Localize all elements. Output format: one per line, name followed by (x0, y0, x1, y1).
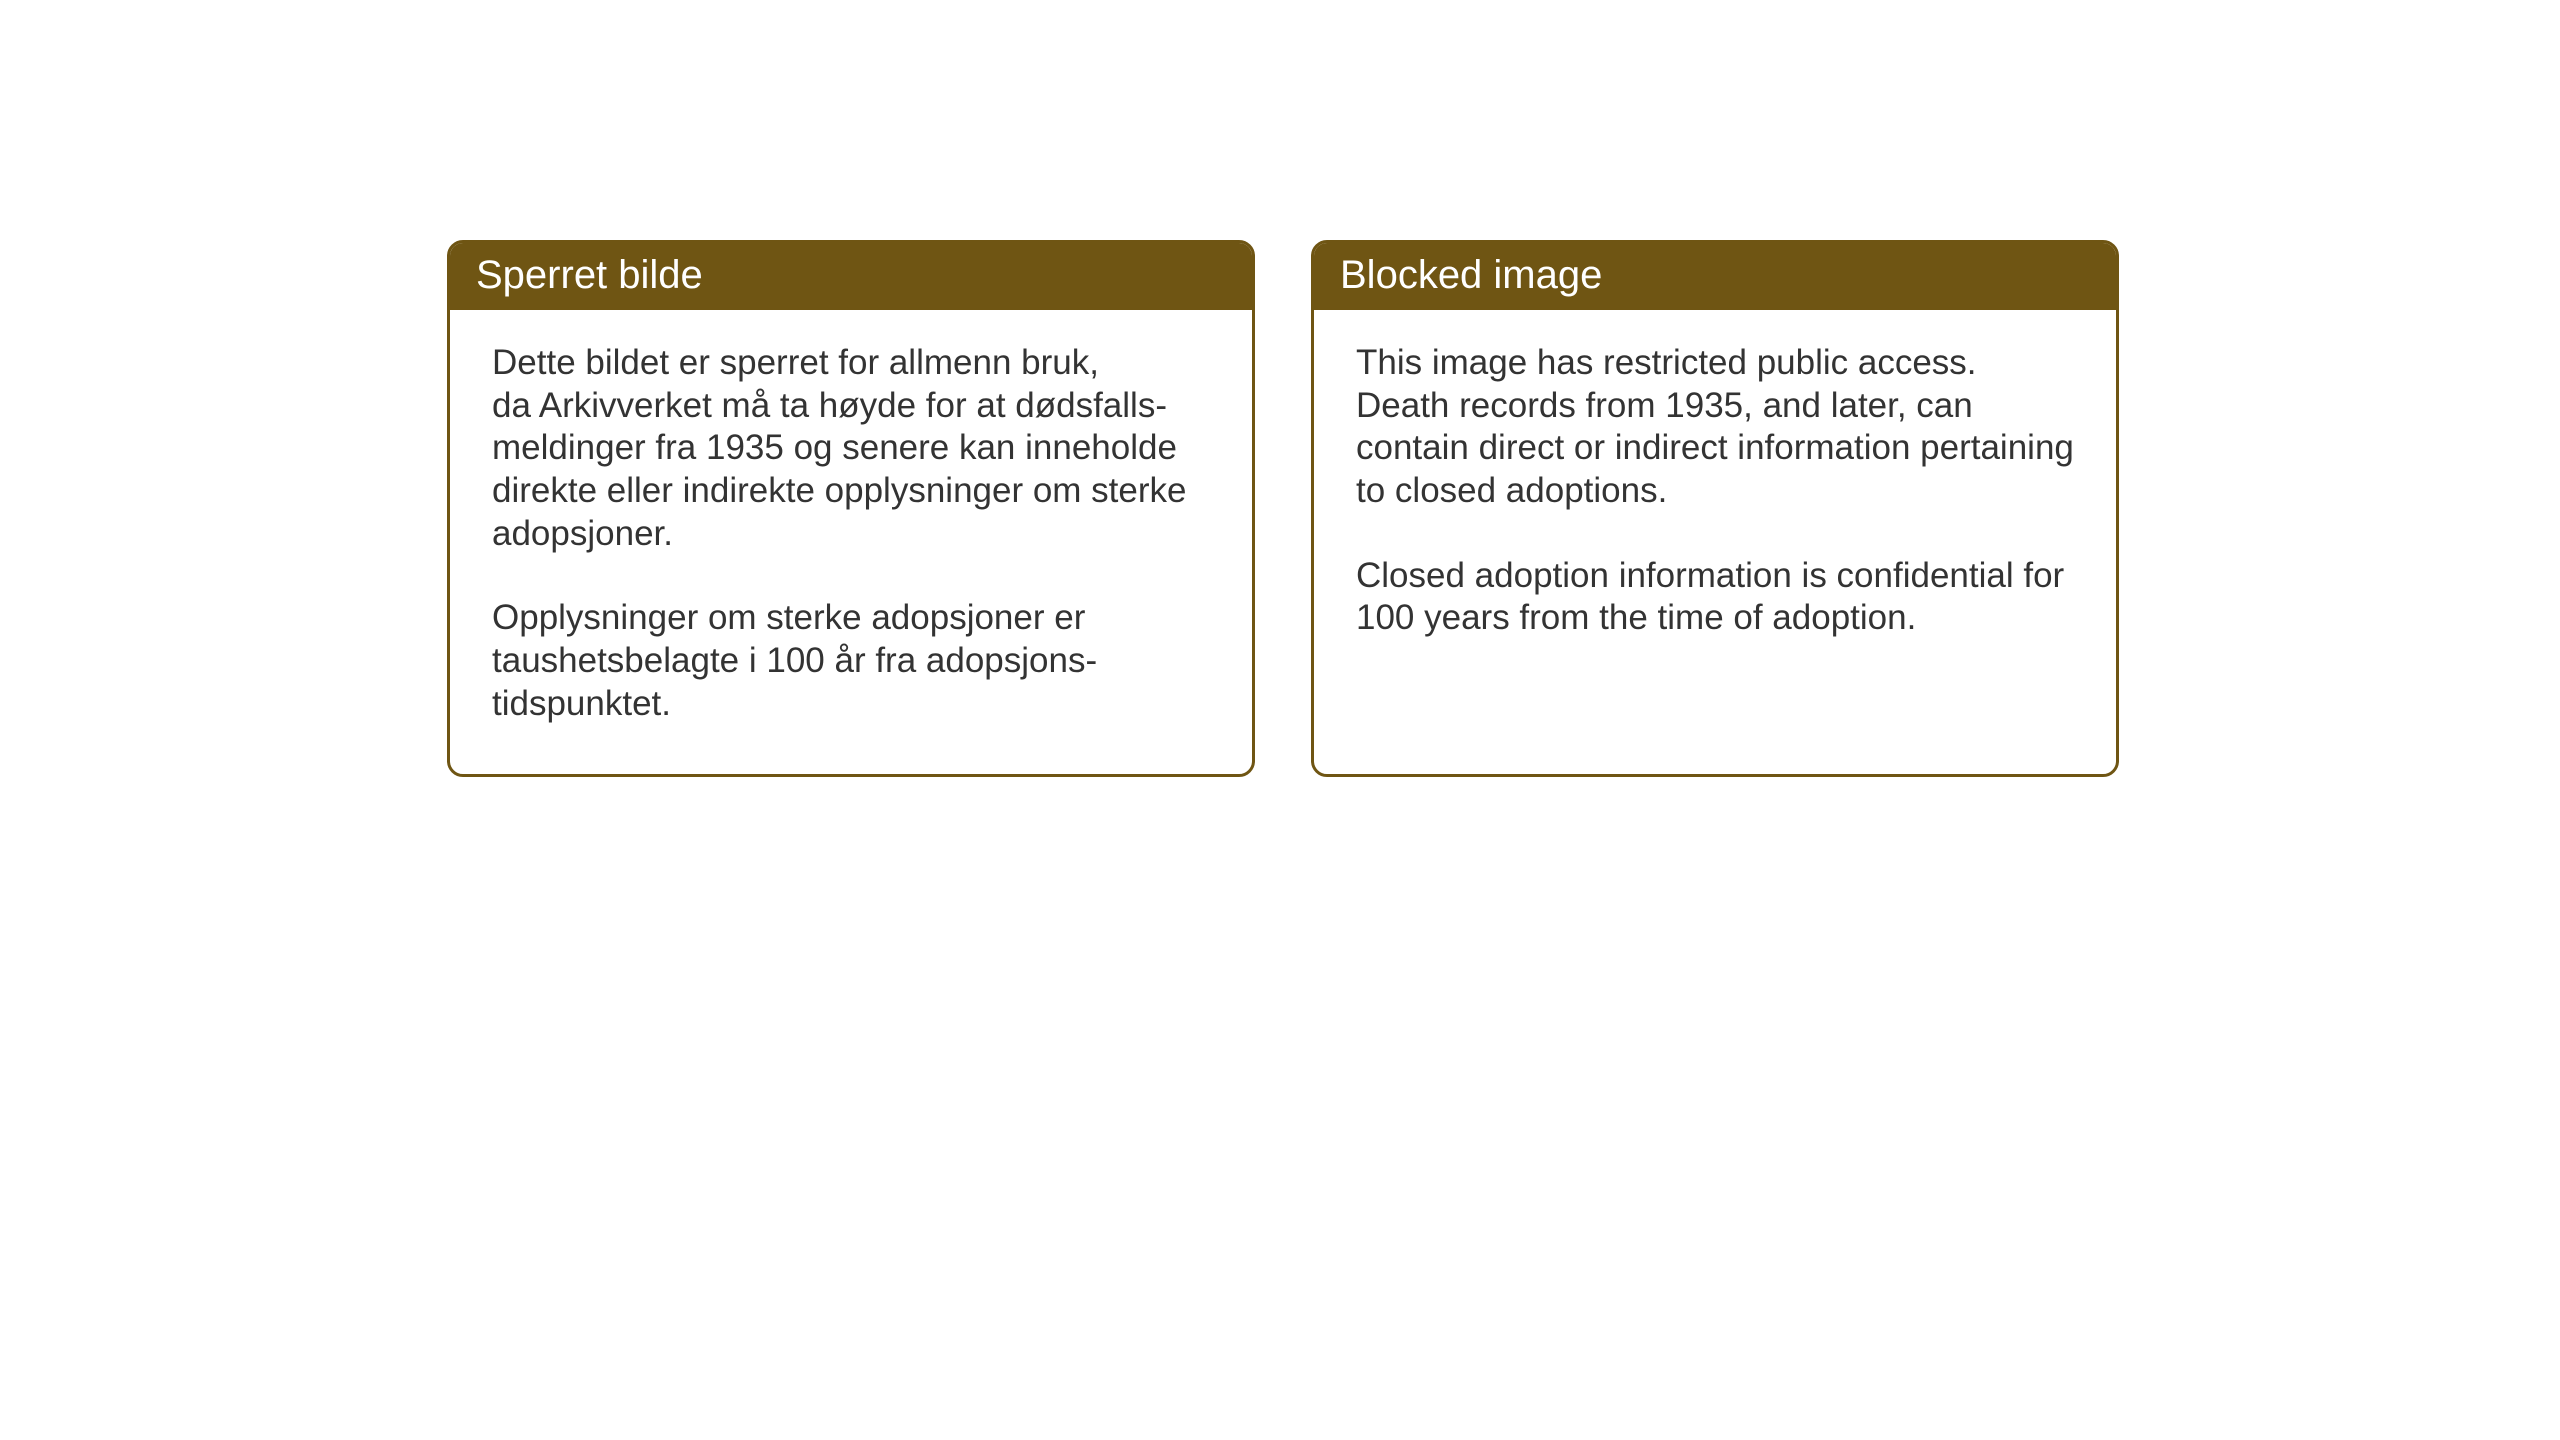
panel-english-paragraph-2: Closed adoption information is confident… (1356, 555, 2074, 640)
panel-norwegian-title: Sperret bilde (450, 243, 1252, 310)
panel-norwegian-paragraph-1: Dette bildet er sperret for allmenn bruk… (492, 342, 1210, 555)
panel-english-paragraph-1: This image has restricted public access.… (1356, 342, 2074, 513)
panel-english-body: This image has restricted public access.… (1314, 310, 2116, 688)
panel-norwegian: Sperret bilde Dette bildet er sperret fo… (447, 240, 1255, 777)
panel-english: Blocked image This image has restricted … (1311, 240, 2119, 777)
panel-norwegian-body: Dette bildet er sperret for allmenn bruk… (450, 310, 1252, 774)
notice-container: Sperret bilde Dette bildet er sperret fo… (447, 240, 2119, 777)
panel-norwegian-paragraph-2: Opplysninger om sterke adopsjoner er tau… (492, 597, 1210, 725)
panel-english-title: Blocked image (1314, 243, 2116, 310)
